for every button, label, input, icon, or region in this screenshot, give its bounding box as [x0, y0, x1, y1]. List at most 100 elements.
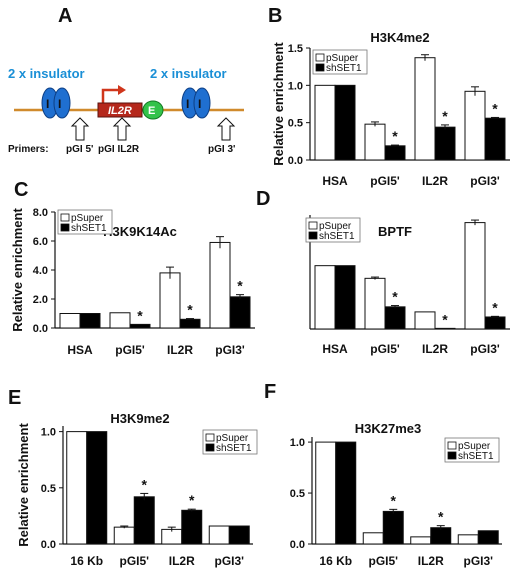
y-tick-label: 1.0 — [288, 80, 303, 92]
legend-swatch-shset1 — [205, 443, 215, 452]
insulator-mark: I — [198, 97, 201, 111]
x-tick-label: IL2R — [418, 554, 444, 568]
legend-label: shSET1 — [458, 451, 494, 462]
panel-letter-b: B — [268, 5, 282, 27]
bar-psuper — [457, 534, 479, 545]
significance-star: * — [391, 492, 397, 508]
x-tick-label: HSA — [67, 343, 93, 357]
legend-label: pSuper — [216, 433, 249, 444]
x-tick-label: pGI5' — [119, 554, 149, 568]
bar-shset1 — [430, 527, 452, 545]
chart-e: 0.0 0.5 1.0 Relative enrichment H3K9me2 16 Kb… — [16, 411, 258, 568]
construct-diagram: 2 x insulator 2 x insulator I I IL2R E I… — [8, 66, 244, 155]
x-tick-label: IL2R — [167, 343, 193, 357]
il2r-gene-box — [97, 102, 143, 118]
y-tick-label: 0.0 — [41, 539, 56, 551]
significance-star: * — [189, 492, 195, 508]
chart-f: 0.0 0.5 1.0 H3K27me3 16 Kb * pGI5' * IL2R pGI3' pS… — [290, 421, 502, 568]
insulator-mark: I — [186, 97, 189, 111]
x-tick-label: pGI5' — [115, 343, 145, 357]
panel-letter-c: C — [14, 179, 28, 201]
bar-shset1 — [477, 530, 499, 545]
y-tick-label: 0.0 — [33, 323, 48, 335]
bar-psuper — [414, 57, 436, 161]
promoter-arrow-icon — [101, 85, 126, 104]
bar-psuper — [362, 532, 384, 545]
legend-swatch-shset1 — [308, 231, 318, 240]
significance-star: * — [392, 289, 398, 305]
insulator-left: I I — [41, 87, 71, 119]
primers-label: Primers: — [8, 144, 49, 155]
bar-shset1 — [86, 431, 108, 545]
primer-label-il2r: pGI IL2R — [98, 144, 140, 155]
significance-star: * — [442, 311, 448, 327]
bar-psuper — [414, 311, 436, 330]
bar-psuper — [208, 525, 230, 545]
chart-title: BPTF — [378, 224, 412, 239]
y-tick-label: 0.5 — [288, 118, 303, 130]
bar-shset1 — [79, 313, 101, 329]
bar-shset1 — [484, 316, 506, 330]
panel-letter-d: D — [256, 188, 270, 210]
y-tick-label: 8.0 — [33, 207, 48, 219]
bar-shset1 — [179, 318, 201, 329]
primer-arrow-icon — [112, 117, 132, 141]
chart-title: H3K9me2 — [110, 411, 169, 426]
y-tick-label: 6.0 — [33, 236, 48, 248]
x-tick-label: pGI5' — [370, 174, 400, 188]
significance-star: * — [492, 100, 498, 116]
x-tick-label: IL2R — [422, 174, 448, 188]
legend-label: shSET1 — [326, 63, 362, 74]
legend-swatch-shset1 — [447, 451, 457, 460]
x-tick-label: HSA — [322, 174, 348, 188]
chart-title: H3K9K14Ac — [103, 224, 177, 239]
legend-label: shSET1 — [319, 231, 355, 242]
bar-shset1 — [335, 441, 357, 545]
panel-letter-a: A — [58, 5, 72, 27]
bar-shset1 — [434, 327, 456, 330]
y-tick-label: 2.0 — [33, 294, 48, 306]
significance-star: * — [142, 476, 148, 492]
bar-psuper — [314, 84, 336, 161]
insulator-mark: I — [58, 97, 61, 111]
bar-shset1 — [434, 126, 456, 161]
bar-psuper — [364, 123, 386, 161]
y-tick-label: 0.0 — [290, 539, 305, 551]
y-tick-label: 4.0 — [33, 265, 48, 277]
x-tick-label: HSA — [322, 342, 348, 356]
x-tick-label: pGI5' — [370, 342, 400, 356]
x-tick-label: 16 Kb — [319, 554, 352, 568]
x-tick-label: IL2R — [169, 554, 195, 568]
chart-title: H3K27me3 — [355, 421, 422, 436]
significance-star: * — [392, 128, 398, 144]
bar-shset1 — [334, 84, 356, 161]
bar-shset1 — [133, 496, 155, 545]
legend-swatch-psuper — [308, 221, 318, 230]
panel-letter-e: E — [8, 387, 21, 409]
significance-star: * — [187, 302, 193, 318]
y-tick-label: 0.5 — [290, 488, 305, 500]
legend-label: shSET1 — [216, 443, 252, 454]
bar-psuper — [315, 441, 337, 545]
bar-psuper — [159, 272, 181, 329]
legend-label: pSuper — [326, 53, 359, 64]
chart-c: 0.0 2.0 4.0 6.0 8.0 Relative enrichment H3K9K1… — [10, 207, 255, 357]
insulator-right-label: 2 x insulator — [150, 66, 227, 81]
legend-swatch-shset1 — [60, 223, 70, 232]
legend-label: pSuper — [319, 221, 352, 232]
x-tick-label: pGI3' — [214, 554, 244, 568]
x-tick-label: pGI3' — [470, 174, 500, 188]
bar-shset1 — [384, 145, 406, 161]
legend-swatch-psuper — [447, 441, 457, 450]
x-tick-label: IL2R — [422, 342, 448, 356]
significance-star: * — [137, 307, 143, 323]
y-tick-label: 1.0 — [290, 437, 305, 449]
bar-psuper — [314, 265, 336, 330]
bar-shset1 — [484, 117, 506, 161]
bar-shset1 — [334, 265, 356, 330]
